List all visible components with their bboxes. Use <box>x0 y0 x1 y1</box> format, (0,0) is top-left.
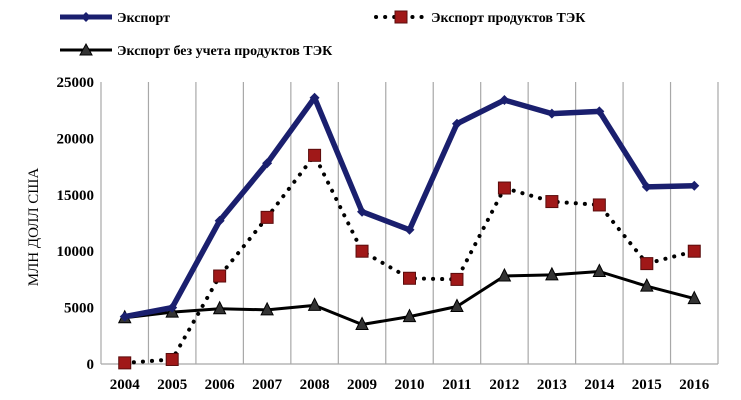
data-point <box>262 158 273 169</box>
legend-label-export: Экспорт <box>117 11 170 26</box>
grid <box>100 82 719 365</box>
legend-marker-fuel-export <box>394 10 408 24</box>
data-point <box>309 92 320 103</box>
series-line-fuel-export <box>122 153 697 365</box>
legend-marker-nonfuel-export <box>79 42 93 56</box>
data-point <box>592 198 606 212</box>
data-point <box>592 263 607 278</box>
y-tick-label: 0 <box>87 357 95 373</box>
data-point <box>119 311 130 322</box>
x-tick-label: 2007 <box>252 377 283 393</box>
data-point <box>640 257 654 271</box>
data-point <box>402 308 417 323</box>
y-tick-label: 20000 <box>57 131 95 147</box>
data-point <box>641 181 652 192</box>
data-point <box>497 267 512 282</box>
data-point <box>546 108 557 119</box>
data-point <box>403 271 416 285</box>
data-point <box>450 298 464 312</box>
x-axis-ticks: 2004 2005 2006 2007 2008 2009 2010 2011 2012 2013… <box>110 377 710 393</box>
x-tick-label: 2016 <box>679 377 710 393</box>
data-point <box>118 356 132 370</box>
data-point <box>497 181 511 195</box>
data-point <box>355 244 369 258</box>
legend-label-nonfuel-export: Экспорт без учета продуктов ТЭК <box>117 44 333 59</box>
data-point <box>689 180 700 191</box>
data-point <box>165 352 179 366</box>
y-axis-ticks: 0 5000 10000 15000 20000 25000 <box>57 75 95 373</box>
data-point <box>545 266 559 281</box>
data-point <box>307 297 322 311</box>
y-tick-label: 15000 <box>57 188 95 204</box>
data-point <box>212 300 227 315</box>
data-point <box>213 269 227 283</box>
legend: Экспорт Экспорт продуктов ТЭК Экспорт бе… <box>60 10 586 59</box>
data-point <box>308 148 322 162</box>
data-point <box>687 290 702 305</box>
x-tick-label: 2010 <box>395 377 425 393</box>
data-point <box>167 302 178 313</box>
series-nonfuel-export <box>117 263 702 331</box>
x-tick-label: 2004 <box>110 377 141 393</box>
data-point <box>687 244 701 258</box>
data-point <box>355 316 369 331</box>
y-tick-label: 10000 <box>57 244 95 260</box>
x-tick-label: 2009 <box>347 377 377 393</box>
x-tick-label: 2012 <box>489 377 519 393</box>
data-point <box>594 106 605 117</box>
legend-label-fuel-export: Экспорт продуктов ТЭК <box>431 11 586 26</box>
data-point <box>639 278 654 292</box>
data-point <box>499 95 510 106</box>
x-tick-label: 2015 <box>632 377 662 393</box>
data-point <box>214 215 225 226</box>
series-export <box>119 92 700 322</box>
data-point <box>357 206 368 217</box>
x-tick-label: 2011 <box>442 377 471 393</box>
x-tick-label: 2014 <box>584 377 615 393</box>
data-point <box>450 272 464 286</box>
series-layer <box>117 92 702 370</box>
x-tick-label: 2005 <box>157 377 187 393</box>
series-fuel-export <box>118 148 701 370</box>
legend-item-fuel-export: Экспорт продуктов ТЭК <box>374 10 586 26</box>
data-point <box>260 301 274 316</box>
data-point <box>404 224 415 235</box>
legend-item-export: Экспорт <box>60 11 170 26</box>
data-point <box>260 210 274 224</box>
legend-marker-export <box>81 12 91 22</box>
y-tick-label: 25000 <box>57 75 95 91</box>
data-point <box>545 195 559 209</box>
legend-item-nonfuel-export: Экспорт без учета продуктов ТЭК <box>60 42 333 59</box>
x-tick-label: 2006 <box>205 377 236 393</box>
data-point <box>451 118 462 129</box>
x-tick-label: 2008 <box>300 377 330 393</box>
y-axis-label: МЛН ДОЛЛ США <box>26 168 42 287</box>
y-tick-label: 5000 <box>64 301 94 317</box>
x-tick-label: 2013 <box>537 377 567 393</box>
